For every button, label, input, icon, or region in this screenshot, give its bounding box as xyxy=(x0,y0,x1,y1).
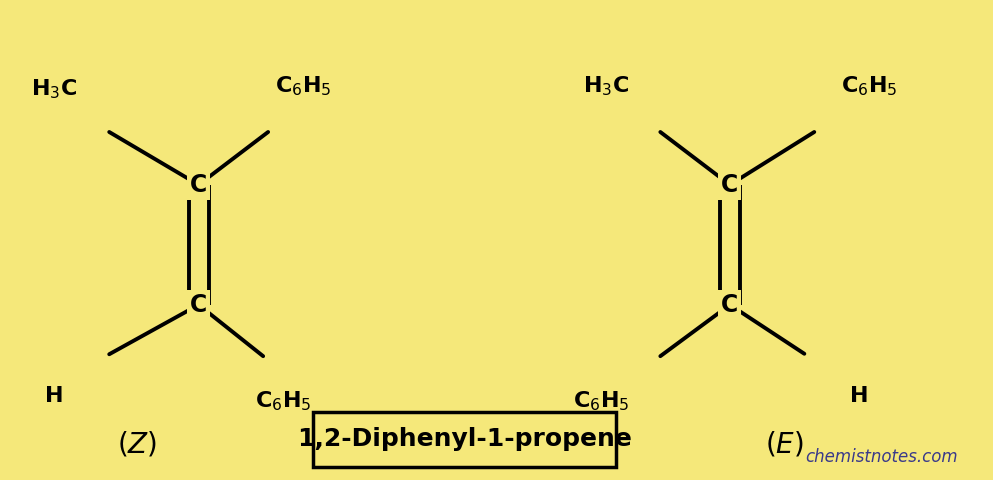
Text: C$_6$H$_5$: C$_6$H$_5$ xyxy=(255,389,311,413)
Text: 1,2-Diphenyl-1-propene: 1,2-Diphenyl-1-propene xyxy=(297,427,633,451)
Text: C: C xyxy=(721,173,739,197)
Text: H$_3$C: H$_3$C xyxy=(32,77,77,101)
Text: C: C xyxy=(190,293,208,317)
Text: C$_6$H$_5$: C$_6$H$_5$ xyxy=(573,389,629,413)
FancyBboxPatch shape xyxy=(314,412,616,467)
Text: C$_6$H$_5$: C$_6$H$_5$ xyxy=(275,74,331,98)
Text: C$_6$H$_5$: C$_6$H$_5$ xyxy=(841,74,897,98)
Text: H: H xyxy=(46,386,64,406)
Text: chemistnotes.com: chemistnotes.com xyxy=(805,448,958,466)
Text: C: C xyxy=(721,293,739,317)
Text: H: H xyxy=(850,386,868,406)
Text: $(Z)$: $(Z)$ xyxy=(117,430,157,458)
Text: C: C xyxy=(190,173,208,197)
Text: $(E)$: $(E)$ xyxy=(765,430,804,458)
Text: H$_3$C: H$_3$C xyxy=(583,74,629,98)
